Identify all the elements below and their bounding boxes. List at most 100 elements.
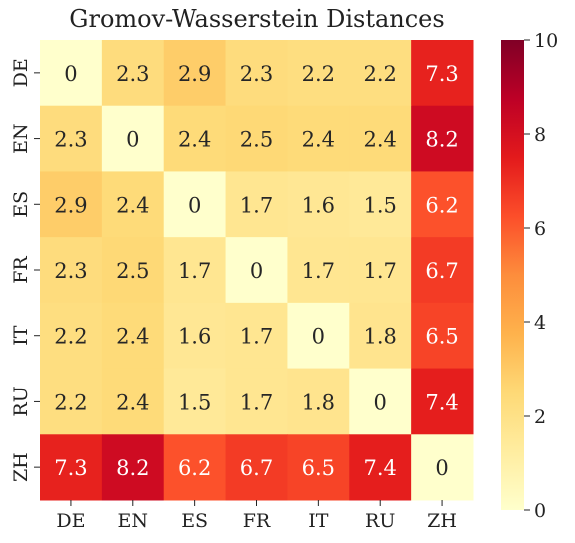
- cell-value-label: 2.3: [54, 128, 87, 152]
- cell-value-label: 1.7: [240, 325, 273, 349]
- cell-value-label: 7.3: [54, 456, 87, 480]
- cell-value-label: 7.4: [364, 456, 397, 480]
- cell-value-label: 2.2: [364, 62, 397, 86]
- heatmap-cell: [287, 434, 350, 501]
- cell-value-label: 1.7: [364, 259, 397, 283]
- y-tick-label: FR: [10, 256, 32, 284]
- cell-value-label: 1.5: [178, 390, 211, 414]
- heatmap-cell: [101, 237, 165, 304]
- cell-value-label: 6.5: [425, 325, 458, 349]
- colorbar-tick-label: 4: [534, 312, 546, 334]
- cell-value-label: 6.2: [425, 193, 458, 217]
- heatmap-cell: [40, 237, 103, 304]
- cell-value-label: 6.7: [425, 259, 458, 283]
- heatmap-cell: [287, 105, 350, 172]
- heatmap-cell: [101, 302, 165, 370]
- heatmap-cell: [225, 237, 288, 304]
- cell-value-label: 2.3: [116, 62, 149, 86]
- heatmap-cell: [287, 171, 350, 238]
- cell-value-label: 1.7: [240, 390, 273, 414]
- x-tick-label: EN: [118, 510, 149, 532]
- y-tick-label: ZH: [10, 452, 32, 482]
- x-tick-label: ES: [181, 510, 208, 532]
- heatmap-cell: [40, 302, 103, 370]
- heatmap-cell: [287, 40, 350, 107]
- cell-value-label: 1.7: [178, 259, 211, 283]
- cell-value-label: 1.8: [364, 325, 397, 349]
- cell-value-label: 2.2: [54, 390, 87, 414]
- heatmap-cell: [163, 302, 227, 370]
- heatmap-cell: [411, 105, 474, 172]
- heatmap-cell: [349, 40, 412, 107]
- colorbar: 0 2 4 6 8 10: [501, 30, 558, 522]
- heatmap-cell: [225, 302, 288, 370]
- cell-value-label: 8.2: [425, 128, 458, 152]
- heatmap-cell: [101, 105, 165, 172]
- cell-value-label: 2.2: [54, 325, 87, 349]
- heatmap-cell: [40, 368, 103, 435]
- heatmap-cell: [411, 40, 474, 107]
- heatmap-cell: [40, 434, 103, 501]
- x-tick-label: RU: [365, 510, 395, 532]
- heatmap-cell: [349, 434, 412, 501]
- heatmap-cell: [163, 434, 227, 501]
- x-axis: DE EN ES FR IT RU ZH: [56, 500, 457, 532]
- colorbar-tick-label: 0: [534, 500, 546, 522]
- colorbar-tick-label: 8: [534, 124, 546, 146]
- heatmap-cells: [40, 40, 474, 501]
- cell-value-label: 7.3: [425, 62, 458, 86]
- cell-value-label: 1.5: [364, 193, 397, 217]
- heatmap-cell: [225, 40, 288, 107]
- heatmap-cell: [349, 368, 412, 435]
- x-tick-label: IT: [308, 510, 329, 532]
- cell-value-label: 2.5: [116, 259, 149, 283]
- cell-value-label: 2.3: [240, 62, 273, 86]
- cell-value-label: 2.4: [116, 325, 149, 349]
- cell-value-label: 2.9: [54, 193, 87, 217]
- cell-value-label: 0: [64, 62, 77, 86]
- cell-value-label: 7.4: [425, 390, 458, 414]
- cell-value-label: 2.2: [302, 62, 335, 86]
- heatmap-cell: [225, 171, 288, 238]
- x-tick-label: ZH: [427, 510, 457, 532]
- heatmap-cell: [163, 40, 227, 107]
- y-tick-label: DE: [10, 58, 32, 87]
- heatmap-cell: [163, 105, 227, 172]
- cell-value-label: 0: [374, 390, 387, 414]
- cell-value-label: 2.4: [116, 193, 149, 217]
- cell-value-label: 2.4: [302, 128, 335, 152]
- cell-value-label: 0: [312, 325, 325, 349]
- heatmap-cell: [225, 368, 288, 435]
- heatmap-cell: [411, 434, 474, 501]
- colorbar-gradient: [501, 40, 524, 510]
- cell-value-label: 6.2: [178, 456, 211, 480]
- heatmap-cell: [225, 105, 288, 172]
- cell-labels: 0 2.3 2.9 2.3 2.2 2.2 7.3 2.3 0 2.4 2.5 2.4 2.4 8.2 2.…: [54, 62, 459, 480]
- y-axis: DE EN ES FR IT RU ZH: [10, 58, 40, 482]
- chart-title: Gromov-Wasserstein Distances: [69, 5, 444, 33]
- cell-value-label: 6.7: [240, 456, 273, 480]
- y-tick-label: IT: [10, 325, 32, 346]
- cell-value-label: 2.4: [364, 128, 397, 152]
- heatmap-cell: [349, 237, 412, 304]
- x-tick-label: FR: [243, 510, 271, 532]
- colorbar-tick-label: 2: [534, 406, 546, 428]
- cell-value-label: 6.5: [302, 456, 335, 480]
- heatmap-cell: [163, 368, 227, 435]
- heatmap-cell: [411, 171, 474, 238]
- cell-value-label: 2.4: [116, 390, 149, 414]
- heatmap-cell: [349, 302, 412, 370]
- heatmap-cell: [411, 368, 474, 435]
- heatmap-cell: [40, 105, 103, 172]
- colorbar-tick-label: 6: [534, 218, 546, 240]
- cell-value-label: 1.6: [302, 193, 335, 217]
- heatmap-cell: [411, 302, 474, 370]
- heatmap-cell: [225, 434, 288, 501]
- cell-value-label: 0: [188, 193, 201, 217]
- colorbar-tick-label: 10: [534, 30, 558, 52]
- cell-value-label: 0: [126, 128, 139, 152]
- cell-value-label: 1.7: [240, 193, 273, 217]
- heatmap-cell: [101, 40, 165, 107]
- cell-value-label: 1.7: [302, 259, 335, 283]
